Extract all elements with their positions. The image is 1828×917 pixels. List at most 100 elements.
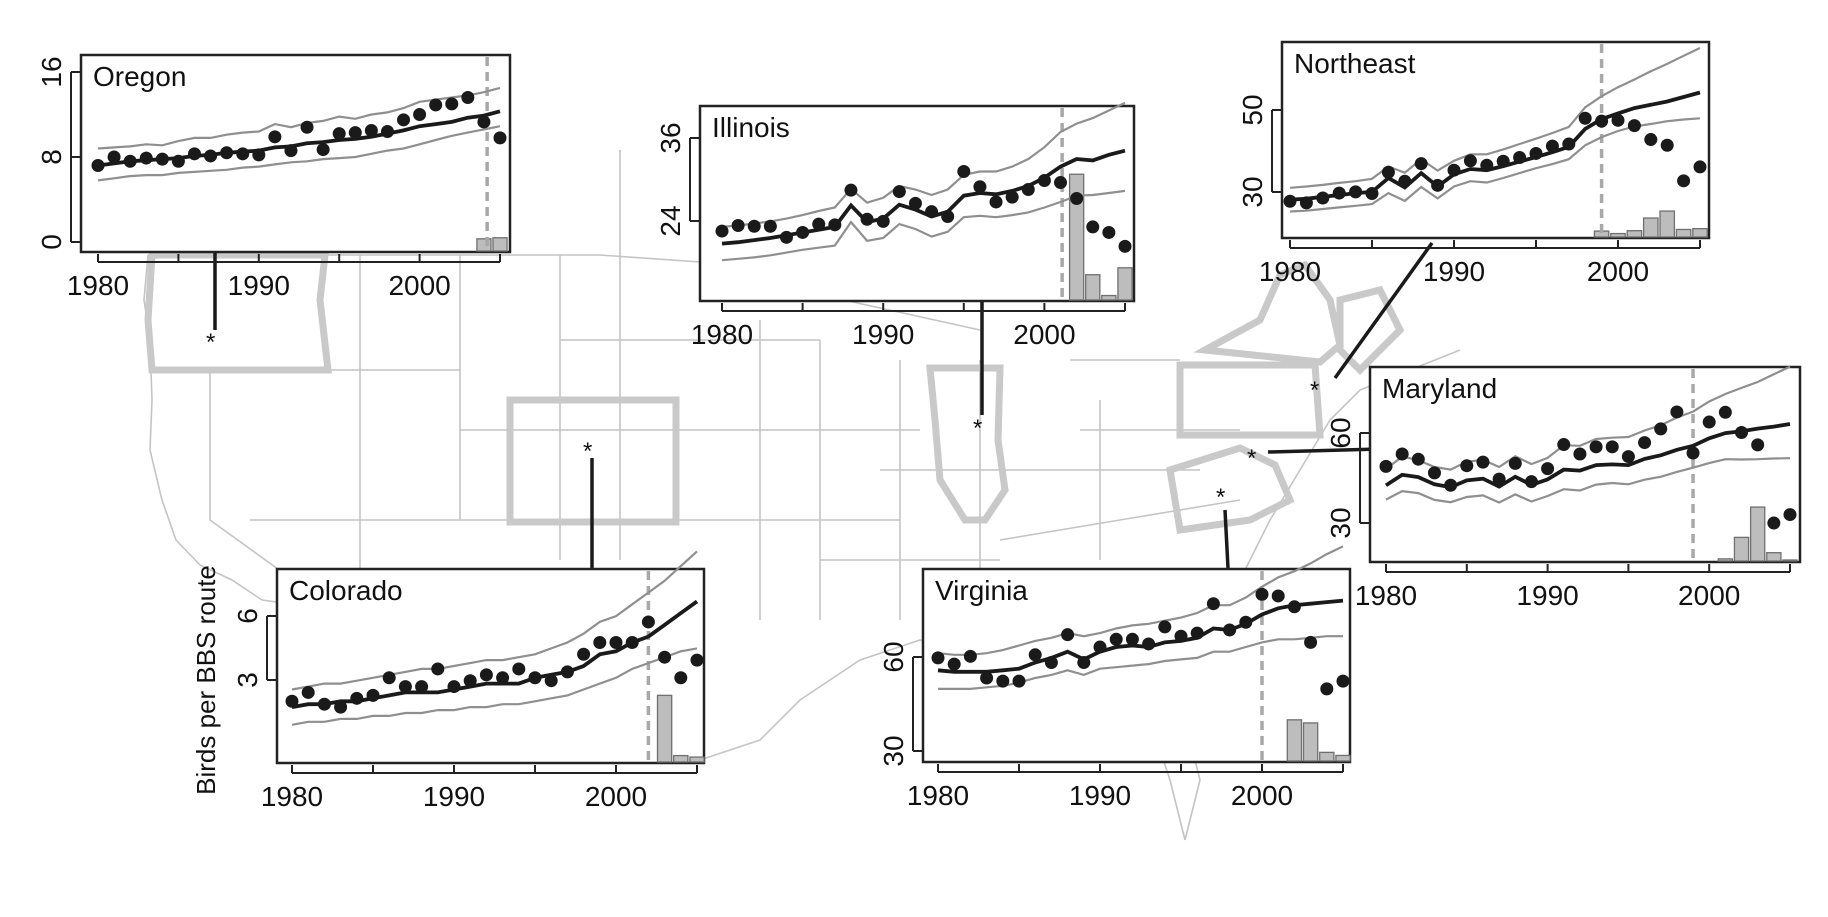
maryland-point <box>1751 438 1765 452</box>
northeast-point <box>1611 113 1625 127</box>
virginia-y-tick-label: 30 <box>878 735 909 766</box>
illinois-point <box>925 205 939 219</box>
colorado-point <box>593 636 607 649</box>
illinois-point <box>908 196 922 210</box>
oregon-point <box>123 154 137 168</box>
illinois-point <box>715 224 729 238</box>
illinois-point <box>1037 173 1051 187</box>
maryland-lower-ci <box>1385 457 1791 504</box>
colorado-point <box>577 647 591 661</box>
maryland-point <box>1541 462 1555 476</box>
virginia-x-tick-label: 1990 <box>1069 780 1131 811</box>
oregon-x-tick-label: 1980 <box>67 270 129 301</box>
oregon-point <box>252 148 266 162</box>
maryland-point <box>1411 452 1425 466</box>
colorado-y-tick-label: 3 <box>232 672 263 688</box>
map-new-england <box>1336 285 1405 375</box>
oregon-panel: Oregon 1980 1990 2000 0 8 16 <box>36 53 512 301</box>
virginia-point <box>1028 648 1042 662</box>
oregon-point <box>445 97 459 111</box>
illinois-x-tick-label: 1980 <box>691 319 753 350</box>
map-illinois <box>926 364 1009 524</box>
virginia-point <box>1271 589 1285 603</box>
colorado-point <box>350 691 364 705</box>
oregon-point <box>284 144 298 158</box>
colorado-site-marker: * <box>583 438 592 465</box>
colorado-upper-ci <box>291 550 698 691</box>
oregon-point <box>171 154 185 168</box>
northeast-y-tick-label: 30 <box>1237 176 1268 207</box>
illinois-point <box>1021 182 1035 196</box>
maryland-point <box>1573 447 1587 461</box>
maryland-site-marker: * <box>1247 445 1256 472</box>
colorado-point <box>398 680 412 694</box>
maryland-point <box>1783 508 1797 522</box>
oregon-point <box>316 143 330 157</box>
virginia-point <box>1061 628 1075 642</box>
illinois-point <box>1054 176 1068 190</box>
oregon-point <box>139 151 153 165</box>
virginia-point <box>1093 640 1107 654</box>
virginia-point <box>1287 600 1301 614</box>
northeast-hist-bar-4 <box>1659 210 1676 238</box>
y-axis-label: Birds per BBS route <box>191 565 221 795</box>
virginia-site-marker: * <box>1216 484 1225 511</box>
illinois-point <box>860 212 874 226</box>
virginia-hist-bar-0 <box>1286 719 1303 762</box>
maryland-hist-bar-1 <box>1733 536 1750 562</box>
colorado-point <box>560 665 574 679</box>
illinois-point <box>747 219 761 233</box>
colorado-point <box>528 671 542 685</box>
maryland-point <box>1718 405 1732 419</box>
maryland-x-tick-label: 2000 <box>1678 580 1740 611</box>
colorado-title: Colorado <box>289 575 403 606</box>
colorado-x-tick-label: 1990 <box>423 781 485 812</box>
northeast-point <box>1660 138 1674 152</box>
maryland-point <box>1476 455 1490 469</box>
virginia-point <box>1012 674 1026 688</box>
virginia-point <box>1142 637 1156 651</box>
maryland-point <box>1492 472 1506 486</box>
illinois-point <box>892 185 906 199</box>
maryland-point <box>1460 459 1474 473</box>
colorado-point <box>641 615 655 629</box>
virginia-panel: Virginia 1980 1990 2000 30 60 <box>878 545 1352 811</box>
virginia-point <box>1190 626 1204 640</box>
northeast-point <box>1496 154 1510 168</box>
oregon-point <box>429 98 443 112</box>
colorado-x-tick-label: 2000 <box>585 781 647 812</box>
illinois-point <box>828 218 842 232</box>
maryland-point <box>1605 440 1619 454</box>
virginia-x-tick-label: 2000 <box>1231 780 1293 811</box>
virginia-x-tick-label: 1980 <box>907 780 969 811</box>
northeast-point <box>1529 146 1543 160</box>
northeast-point <box>1414 157 1428 171</box>
northeast-panel: Northeast 1980 1990 2000 30 50 <box>1237 40 1711 287</box>
virginia-hist-bar-1 <box>1302 722 1319 762</box>
illinois-x-tick-label: 2000 <box>1013 319 1075 350</box>
maryland-point <box>1395 447 1409 461</box>
virginia-point <box>1239 615 1253 629</box>
oregon-point <box>348 126 362 140</box>
illinois-hist-bar-2 <box>1101 294 1117 301</box>
oregon-y-tick-label: 0 <box>36 234 67 250</box>
maryland-point <box>1508 456 1522 470</box>
colorado-point <box>431 662 445 676</box>
virginia-point <box>1255 587 1269 601</box>
illinois-site-marker: * <box>973 415 982 442</box>
maryland-point <box>1589 440 1603 454</box>
northeast-leader <box>1333 241 1434 380</box>
oregon-point <box>380 125 394 138</box>
colorado-point <box>366 688 380 702</box>
northeast-point <box>1595 114 1609 128</box>
virginia-point <box>1125 632 1139 646</box>
oregon-point <box>107 150 121 164</box>
colorado-point <box>544 674 558 688</box>
panels: Oregon 1980 1990 2000 0 8 16 Illinois 1980 1990 20… <box>36 40 1802 812</box>
illinois-point <box>1005 190 1019 204</box>
colorado-point <box>382 671 396 685</box>
maryland-hist-bar-3 <box>1766 552 1782 562</box>
illinois-point <box>957 164 971 178</box>
oregon-point <box>364 123 378 137</box>
illinois-point <box>973 180 987 194</box>
